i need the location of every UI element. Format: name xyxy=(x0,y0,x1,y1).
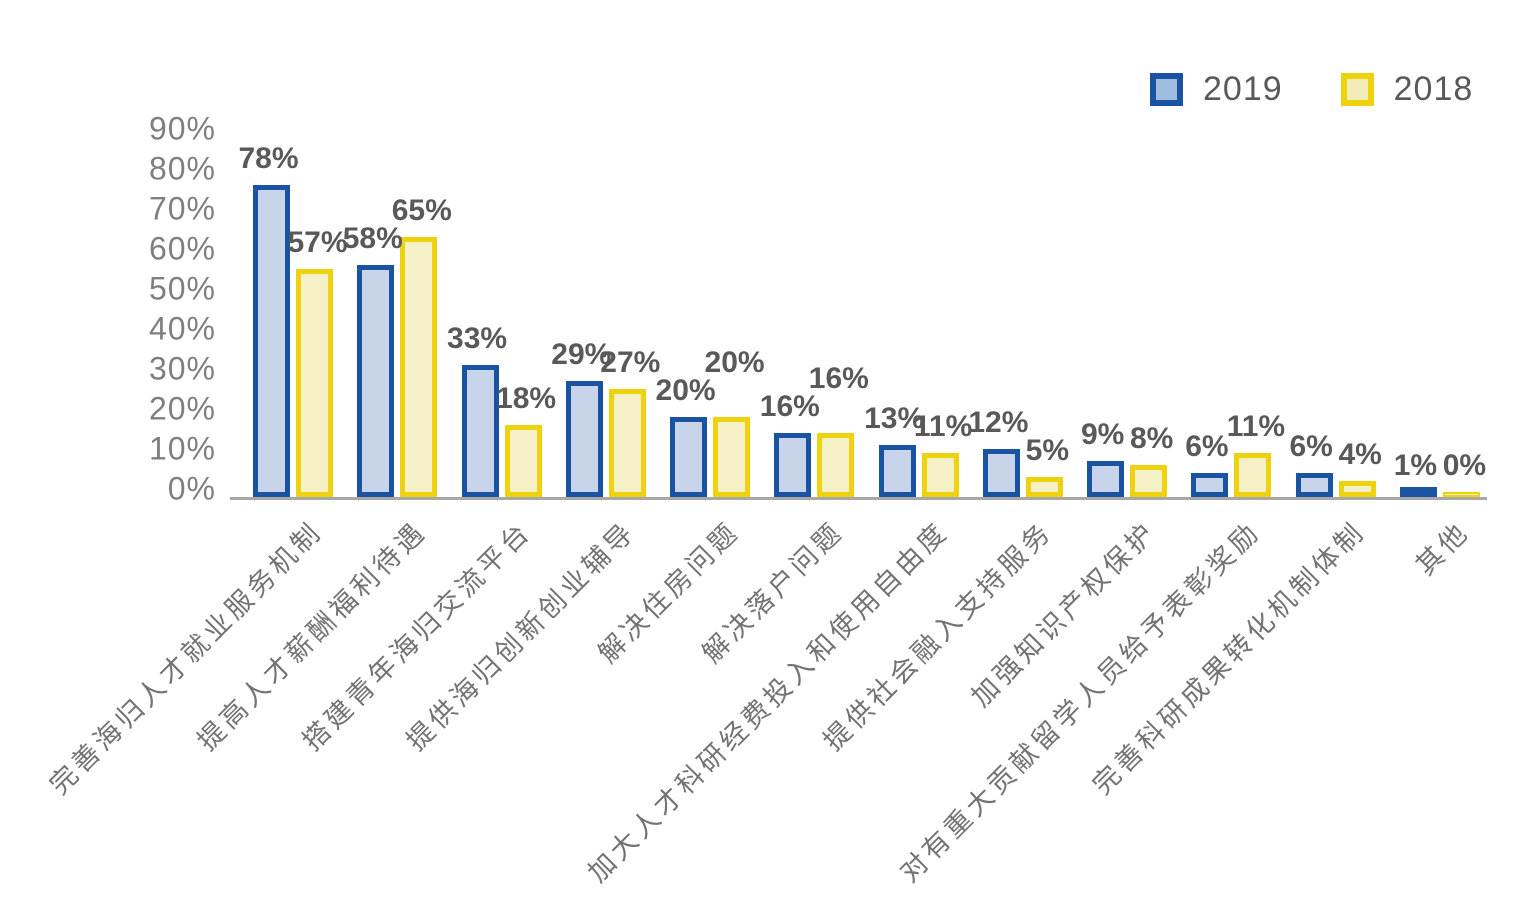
bar-2019 xyxy=(982,449,1020,497)
bar-value-label: 27% xyxy=(600,346,661,379)
bar-2019 xyxy=(1087,461,1125,497)
bar-value-label: 57% xyxy=(287,226,348,259)
bar-value-label: 20% xyxy=(704,346,765,379)
x-axis-category-label: 加强知识产权保护 xyxy=(965,516,1163,713)
bar-value-label: 0% xyxy=(1442,449,1487,482)
bar-value-label: 18% xyxy=(496,382,557,415)
bar-group: 6% 4% xyxy=(1289,137,1382,497)
bar-group: 58% 65% xyxy=(343,137,452,497)
bar-value-label: 20% xyxy=(655,374,716,407)
bar-2018 xyxy=(1130,465,1168,497)
bar-2018 xyxy=(817,433,855,497)
bar-group: 9% 8% xyxy=(1081,137,1173,497)
bar-2019 xyxy=(670,417,708,497)
bar-value-label: 13% xyxy=(864,402,925,435)
y-axis: 90% 80% 70% 60% 50% 40% 30% 20% 10% 0% xyxy=(149,111,1487,507)
bar-value-label: 65% xyxy=(391,194,452,227)
bar-group: 78% 57% xyxy=(238,137,348,497)
bar-group: 29% 27% xyxy=(551,137,660,497)
x-axis-category-label: 提高人才薪酬福利待遇 xyxy=(192,516,433,757)
legend-item-2018: 2018 xyxy=(1340,70,1474,109)
bar-value-label: 8% xyxy=(1129,422,1174,455)
bar-value-label: 33% xyxy=(447,322,508,355)
x-axis-category-label: 加大人才科研经费投入和使用自由度 xyxy=(581,516,954,888)
bar-group: 6% 11% xyxy=(1185,137,1285,497)
bar-value-label: 5% xyxy=(1025,434,1070,467)
y-axis-tick-label: 70% xyxy=(148,190,216,227)
bar-group: 33% 18% xyxy=(447,137,556,497)
bar-value-label: 78% xyxy=(238,142,299,175)
bar-value-label: 16% xyxy=(808,362,869,395)
bar-value-label: 6% xyxy=(1185,430,1229,463)
legend-label-2018: 2018 xyxy=(1393,70,1474,108)
x-axis-category-label: 完善科研成果转化机制体制 xyxy=(1086,516,1371,801)
bar-group: 1% 0% xyxy=(1394,137,1486,497)
x-axis-category-label: 完善海归人才就业服务机制 xyxy=(43,516,329,801)
bar-value-label: 9% xyxy=(1080,418,1125,451)
bar-2019 xyxy=(1191,473,1229,497)
bar-2019 xyxy=(253,185,290,497)
bar-value-label: 11% xyxy=(1226,410,1286,443)
x-axis-line xyxy=(230,497,1487,500)
bar-2018 xyxy=(1234,453,1272,497)
y-axis-tick-label: 30% xyxy=(148,350,216,387)
bar-2019 xyxy=(1399,487,1437,497)
y-axis-tick-label: 0% xyxy=(167,470,216,507)
y-axis-tick-label: 20% xyxy=(148,390,216,427)
bar-2018 xyxy=(1338,481,1376,497)
y-axis-tick-label: 40% xyxy=(148,310,216,347)
bar-value-label: 29% xyxy=(551,338,612,371)
x-axis-category-label: 对有重大贡献留学人员给予表彰奖励 xyxy=(894,516,1267,888)
y-axis-tick-label: 10% xyxy=(148,430,216,467)
bar-value-label: 12% xyxy=(968,406,1029,439)
bar-value-label: 58% xyxy=(342,222,403,255)
bar-2018 xyxy=(713,417,751,497)
x-axis-category-label: 解决落户问题 xyxy=(696,516,850,669)
bar-2019 xyxy=(878,445,916,497)
bar-group: 13% 11% xyxy=(864,137,972,497)
bar-2019 xyxy=(774,433,812,497)
legend-label-2019: 2019 xyxy=(1203,70,1283,108)
y-axis-tick-label: 80% xyxy=(148,150,216,187)
bar-2019 xyxy=(357,265,395,497)
bar-value-label: 16% xyxy=(759,390,820,423)
y-axis-tick-label: 90% xyxy=(148,110,216,147)
y-axis-tick-label: 60% xyxy=(148,230,216,267)
bar-2019 xyxy=(1295,473,1333,497)
x-axis-category-label: 解决住房问题 xyxy=(592,516,746,669)
bar-value-label: 1% xyxy=(1393,449,1438,482)
bar-group: 12% 5% xyxy=(968,137,1069,497)
plot-area: 90% 80% 70% 60% 50% 40% 30% 20% 10% 0% 78% 57% 58% 6… xyxy=(44,111,1487,888)
legend-swatch-2019-icon xyxy=(1150,73,1183,106)
x-axis-category-label: 提供海归创新创业辅导 xyxy=(400,516,642,757)
bar-2018 xyxy=(921,453,959,497)
bar-group: 16% 16% xyxy=(760,137,869,497)
bar-2018 xyxy=(608,389,646,497)
bar-2018 xyxy=(1025,477,1063,497)
bar-2018 xyxy=(296,269,333,497)
bar-2019 xyxy=(565,381,603,497)
x-axis-category-label: 提供社会融入支持服务 xyxy=(817,516,1059,757)
bar-2018 xyxy=(400,237,438,497)
bar-value-label: 6% xyxy=(1289,430,1333,463)
legend-swatch-2018-icon xyxy=(1340,73,1374,106)
bar-value-label: 11% xyxy=(913,410,973,443)
bar-2018 xyxy=(1442,492,1480,497)
bar-groups: 78% 57% 58% 65% 33% 18% 29% 27% 20% 20% 16% 16% 13% 1… xyxy=(230,137,1487,497)
bar-value-label: 4% xyxy=(1338,438,1382,471)
bar-group: 20% 20% xyxy=(656,137,765,497)
x-axis-category-label: 其他 xyxy=(1410,516,1476,582)
x-axis-category-label: 搭建青年海归交流平台 xyxy=(296,516,537,757)
y-axis-tick-label: 50% xyxy=(148,270,216,307)
bar-2019 xyxy=(461,365,499,497)
bar-2018 xyxy=(504,425,542,497)
chart-legend: 2019 2018 xyxy=(1150,70,1473,109)
legend-item-2019: 2019 xyxy=(1150,70,1283,109)
